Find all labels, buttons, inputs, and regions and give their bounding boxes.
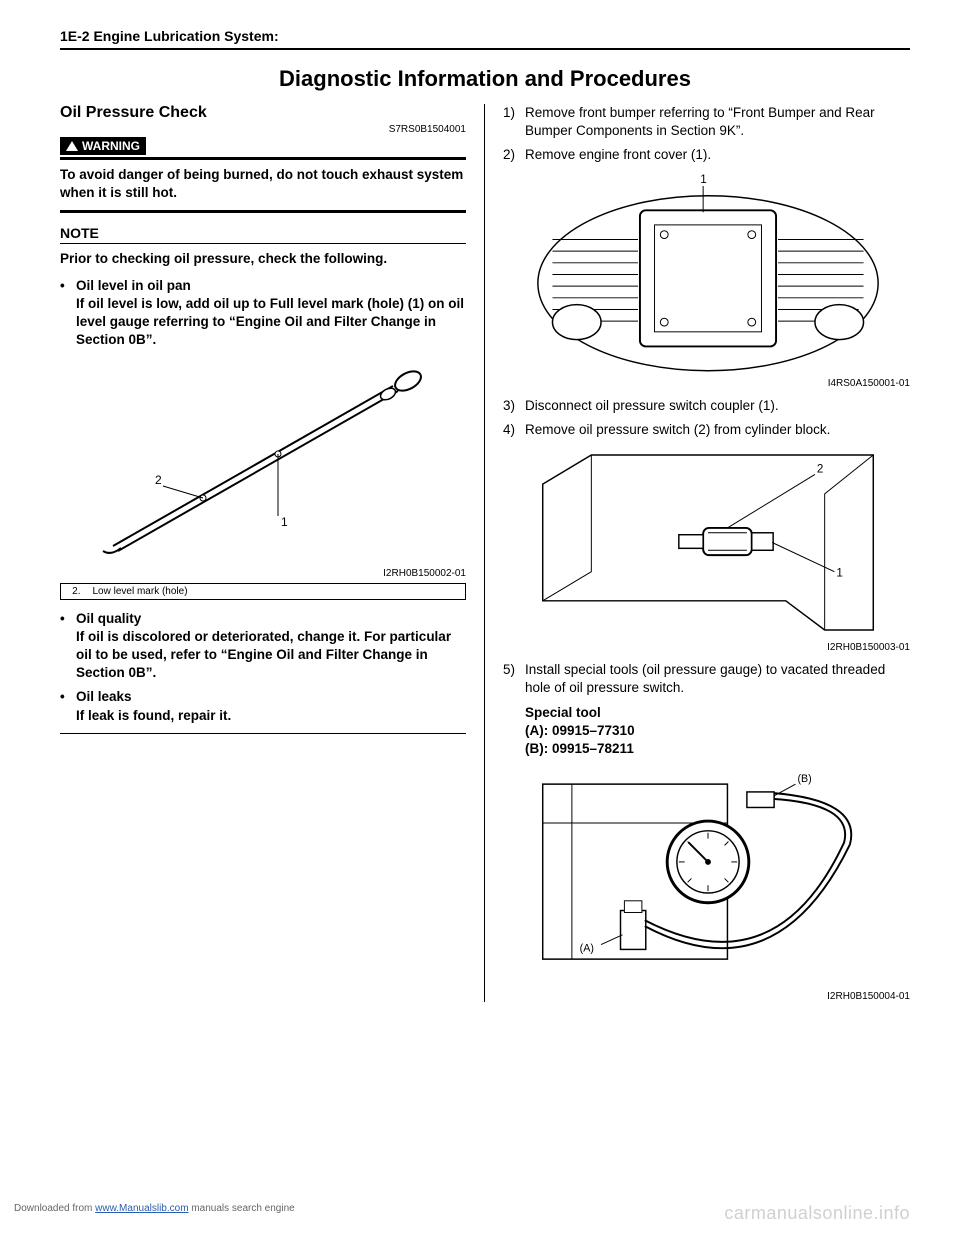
figure-gauge: (A) (B) I2RH0B150004-01: [503, 764, 910, 1002]
note-block: NOTE Prior to checking oil pressure, che…: [60, 225, 466, 733]
figure-caption: I2RH0B150003-01: [533, 642, 910, 653]
divider: [60, 243, 466, 244]
bullet-item: • Oil leaks If leak is found, repair it.: [60, 688, 466, 724]
divider: [60, 210, 466, 213]
step: 3) Disconnect oil pressure switch couple…: [503, 397, 910, 415]
footer-watermark: carmanualsonline.info: [724, 1203, 910, 1224]
footer-text: Downloaded from: [14, 1203, 95, 1214]
page-header: 1E-2 Engine Lubrication System:: [60, 28, 910, 50]
special-tool-label: Special tool: [525, 704, 910, 722]
callout-1: 1: [700, 173, 706, 186]
step-text: Remove engine front cover (1).: [525, 146, 910, 164]
callout-1: 1: [281, 515, 288, 529]
engine-cover-svg: 1: [533, 171, 883, 376]
bullet-body: If oil is discolored or deteriorated, ch…: [76, 629, 451, 680]
step-num: 1): [503, 104, 525, 140]
note-label: NOTE: [60, 225, 466, 241]
callout-2: 2: [817, 463, 823, 476]
doc-id: S7RS0B1504001: [60, 124, 466, 135]
divider: [60, 733, 466, 734]
step: 4) Remove oil pressure switch (2) from c…: [503, 421, 910, 439]
callout-2: 2: [155, 473, 162, 487]
footer-left: Downloaded from www.Manualslib.com manua…: [14, 1203, 295, 1224]
callout-a: (A): [580, 943, 594, 955]
bullet-item: • Oil level in oil pan If oil level is l…: [60, 277, 466, 350]
footer-text: manuals search engine: [189, 1203, 295, 1214]
oil-switch-svg: 2 1: [533, 445, 883, 640]
step-num: 4): [503, 421, 525, 439]
bullet-body: If oil level is low, add oil up to Full …: [76, 296, 464, 347]
bullet-text: Oil level in oil pan If oil level is low…: [76, 277, 466, 350]
warning-block: WARNING To avoid danger of being burned,…: [60, 137, 466, 213]
bullet-text: Oil leaks If leak is found, repair it.: [76, 688, 466, 724]
warning-text: To avoid danger of being burned, do not …: [60, 166, 466, 202]
warning-label-box: WARNING: [60, 137, 146, 155]
figure-legend: 2. Low level mark (hole): [60, 583, 466, 600]
step-text: Disconnect oil pressure switch coupler (…: [525, 397, 910, 415]
step: 1) Remove front bumper referring to “Fro…: [503, 104, 910, 140]
legend-text: Low level mark (hole): [87, 583, 466, 599]
dipstick-svg: 2 1: [60, 356, 466, 566]
left-column: Oil Pressure Check S7RS0B1504001 WARNING…: [60, 104, 485, 1002]
warning-triangle-icon: [66, 141, 78, 151]
figure-dipstick: 2 1 I2RH0B150002-01: [60, 356, 466, 579]
figure-caption: I4RS0A150001-01: [533, 378, 910, 389]
callout-b: (B): [797, 773, 811, 785]
bullet-title: Oil level in oil pan: [76, 278, 191, 293]
bullet-title: Oil quality: [76, 611, 141, 626]
bullet-body: If leak is found, repair it.: [76, 708, 231, 723]
right-column: 1) Remove front bumper referring to “Fro…: [485, 104, 910, 1002]
step-text: Install special tools (oil pressure gaug…: [525, 661, 910, 697]
step-num: 5): [503, 661, 525, 697]
note-intro: Prior to checking oil pressure, check th…: [60, 250, 466, 268]
step-text: Remove oil pressure switch (2) from cyli…: [525, 421, 910, 439]
bullet-marker: •: [60, 688, 76, 724]
footer-link[interactable]: www.Manualslib.com: [95, 1203, 188, 1214]
special-tool-a: (A): 09915–77310: [525, 722, 910, 740]
figure-engine-cover: 1 I4RS0A150001-01: [503, 171, 910, 389]
callout-1: 1: [836, 567, 842, 580]
bullet-item: • Oil quality If oil is discolored or de…: [60, 610, 466, 683]
warning-label: WARNING: [82, 139, 140, 153]
oil-pressure-check-title: Oil Pressure Check: [60, 104, 466, 122]
step-num: 3): [503, 397, 525, 415]
step: 5) Install special tools (oil pressure g…: [503, 661, 910, 697]
divider: [60, 157, 466, 160]
bullet-marker: •: [60, 610, 76, 683]
two-column-layout: Oil Pressure Check S7RS0B1504001 WARNING…: [60, 104, 910, 1002]
figure-caption: I2RH0B150004-01: [533, 991, 910, 1002]
step-num: 2): [503, 146, 525, 164]
bullet-title: Oil leaks: [76, 689, 132, 704]
figure-caption: I2RH0B150002-01: [60, 568, 466, 579]
step-text: Remove front bumper referring to “Front …: [525, 104, 910, 140]
legend-num: 2.: [61, 583, 87, 599]
special-tool-block: Special tool (A): 09915–77310 (B): 09915…: [525, 704, 910, 759]
gauge-svg: (A) (B): [533, 764, 883, 989]
figure-oil-switch: 2 1 I2RH0B150003-01: [503, 445, 910, 653]
page-footer: Downloaded from www.Manualslib.com manua…: [0, 1203, 960, 1224]
bullet-text: Oil quality If oil is discolored or dete…: [76, 610, 466, 683]
page-title: Diagnostic Information and Procedures: [60, 66, 910, 92]
special-tool-b: (B): 09915–78211: [525, 740, 910, 758]
bullet-marker: •: [60, 277, 76, 350]
page: 1E-2 Engine Lubrication System: Diagnost…: [0, 0, 960, 1002]
step: 2) Remove engine front cover (1).: [503, 146, 910, 164]
